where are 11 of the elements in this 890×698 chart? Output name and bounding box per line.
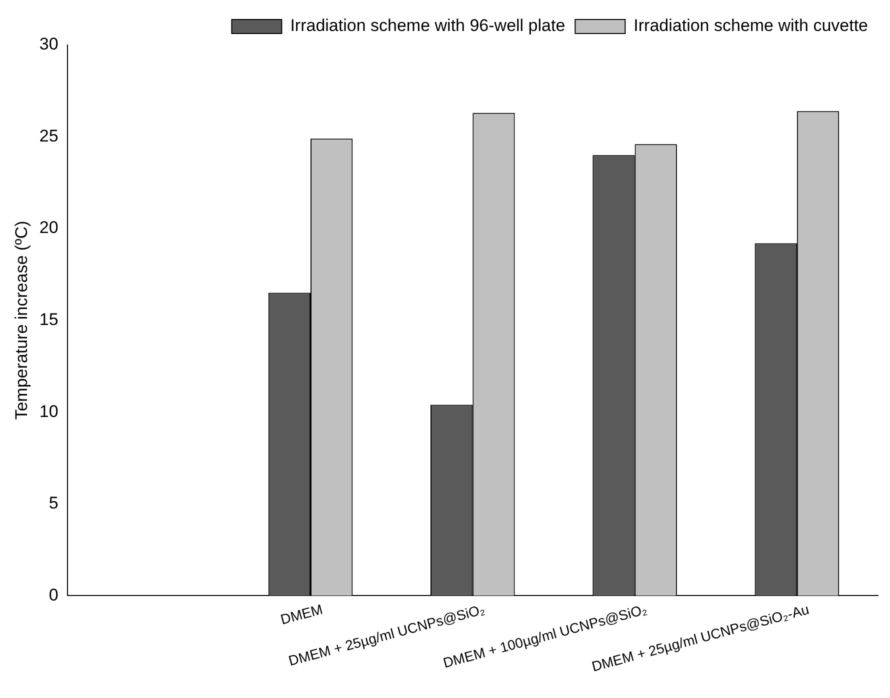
- legend-label: Irradiation scheme with 96-well plate: [290, 16, 566, 36]
- y-tick-label: 15: [39, 310, 58, 329]
- y-tick-label: 25: [39, 126, 58, 146]
- y-tick-label: 0: [48, 585, 58, 604]
- y-tick-label: 20: [39, 218, 58, 238]
- y-tick-label: 10: [39, 402, 58, 421]
- y-axis-title: Temperature increase (ºC): [12, 220, 31, 420]
- x-tick-label: DMEM: [278, 600, 324, 628]
- y-tick-label: 5: [48, 494, 58, 513]
- legend-label: Irradiation scheme with cuvette: [634, 16, 868, 36]
- y-tick-label: 30: [39, 34, 58, 54]
